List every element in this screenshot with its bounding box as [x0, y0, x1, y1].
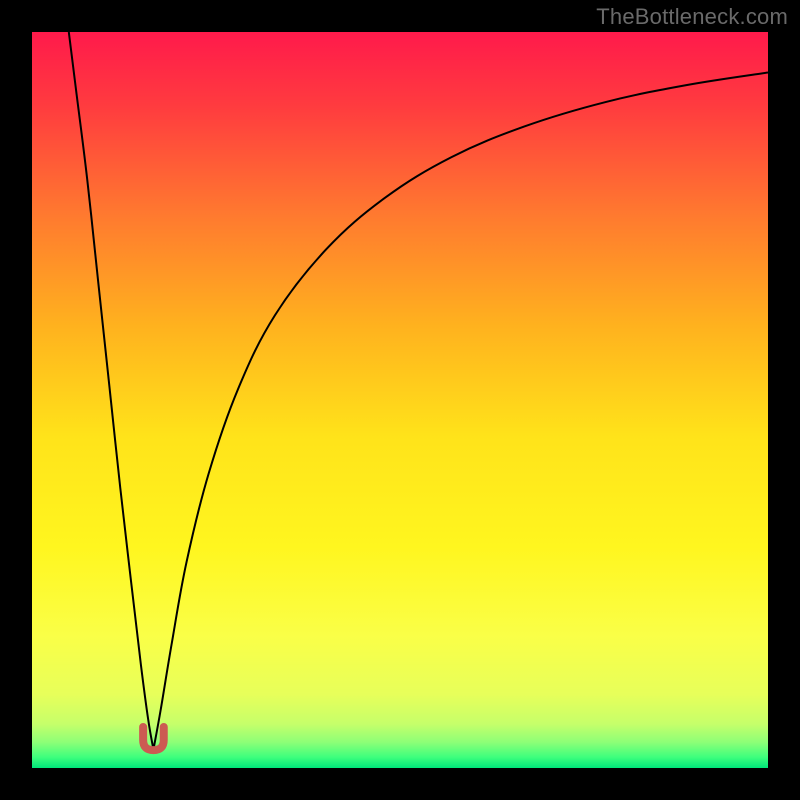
chart-container: TheBottleneck.com: [0, 0, 800, 800]
bottleneck-chart: [0, 0, 800, 800]
heat-gradient-background: [32, 32, 768, 768]
watermark-text: TheBottleneck.com: [596, 4, 788, 30]
